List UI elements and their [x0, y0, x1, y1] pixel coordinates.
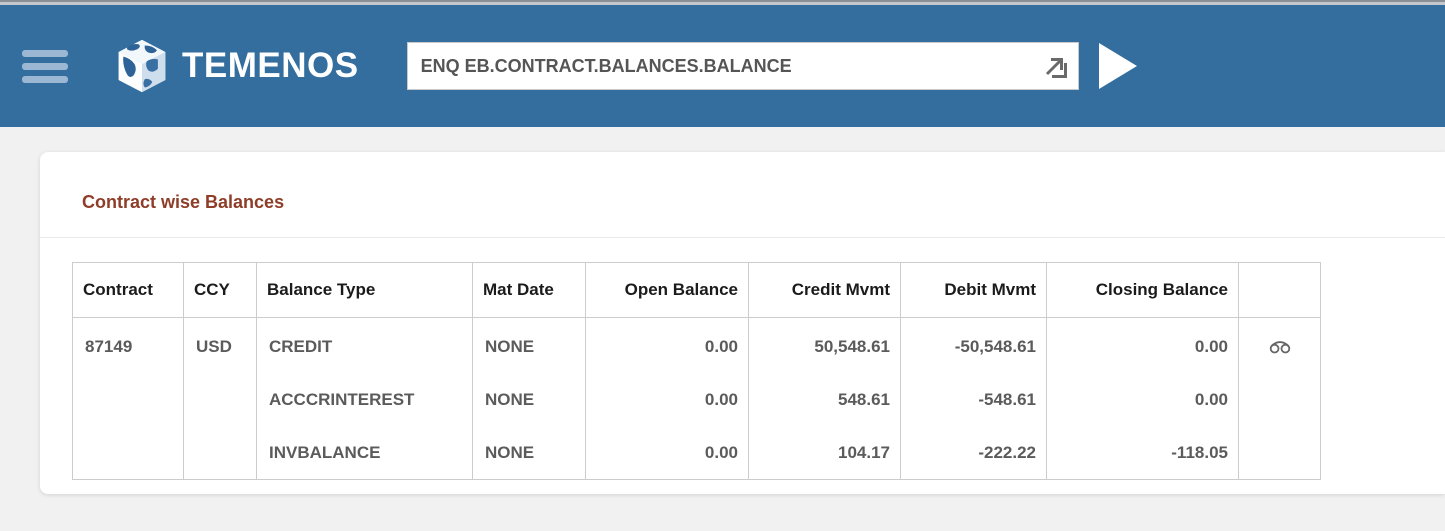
debit-mvmt-value: -50,548.61	[954, 336, 1036, 356]
col-header-mat-date: Mat Date	[472, 262, 586, 318]
cell-credit-mvmt: 50,548.61 548.61 104.17	[748, 317, 901, 480]
panel-title: Contract wise Balances	[82, 192, 285, 212]
hamburger-icon	[22, 75, 68, 83]
popout-arrow-icon[interactable]	[1040, 51, 1070, 81]
col-header-balance-type: Balance Type	[256, 262, 473, 318]
closing-balance-value: 0.00	[1194, 389, 1228, 409]
col-header-debit-mvmt: Debit Mvmt	[900, 262, 1047, 318]
balance-type-value: CREDIT	[269, 336, 333, 356]
open-balance-value: 0.00	[704, 442, 738, 462]
mat-date-value: NONE	[485, 336, 535, 356]
app-header: TEMENOS	[0, 5, 1445, 127]
col-header-credit-mvmt: Credit Mvmt	[748, 262, 901, 318]
col-header-actions	[1238, 262, 1321, 318]
balance-type-value: INVBALANCE	[269, 442, 381, 462]
browser-chrome-strip	[0, 0, 1445, 5]
cell-closing-balance: 0.00 0.00 -118.05	[1046, 317, 1239, 480]
cell-actions	[1238, 317, 1321, 480]
table-header-row: Contract CCY Balance Type Mat Date Open …	[72, 262, 1321, 318]
run-command-button[interactable]	[1097, 42, 1139, 90]
cell-debit-mvmt: -50,548.61 -548.61 -222.22	[900, 317, 1047, 480]
closing-balance-value: -118.05	[1171, 442, 1228, 462]
contract-value: 87149	[85, 336, 133, 356]
command-bar	[406, 42, 1079, 90]
col-header-ccy: CCY	[183, 262, 257, 318]
cell-mat-date: NONE NONE NONE	[472, 317, 586, 480]
menu-button[interactable]	[22, 49, 68, 83]
balances-panel: Contract wise Balances Contract CCY Bala…	[40, 152, 1445, 494]
table-body-row: 87149 USD CREDIT ACCCRINTEREST INVBALANC…	[72, 317, 1321, 480]
command-input[interactable]	[407, 43, 1078, 89]
cell-contract: 87149	[72, 317, 184, 480]
play-triangle-icon	[1098, 43, 1137, 89]
hamburger-icon	[22, 49, 68, 57]
temenos-globe-cube-icon	[118, 39, 166, 93]
cell-balance-type: CREDIT ACCCRINTEREST INVBALANCE	[256, 317, 473, 480]
drilldown-button[interactable]	[1265, 336, 1295, 358]
credit-mvmt-value: 104.17	[838, 442, 890, 462]
closing-balance-value: 0.00	[1194, 336, 1228, 356]
cell-open-balance: 0.00 0.00 0.00	[585, 317, 749, 480]
open-balance-value: 0.00	[704, 336, 738, 356]
balances-table: Contract CCY Balance Type Mat Date Open …	[72, 262, 1321, 480]
open-balance-value: 0.00	[704, 389, 738, 409]
balance-type-value: ACCCRINTEREST	[269, 389, 415, 409]
panel-divider	[40, 237, 1445, 238]
col-header-open-balance: Open Balance	[585, 262, 749, 318]
binoculars-icon	[1269, 340, 1290, 353]
debit-mvmt-value: -222.22	[978, 442, 1036, 462]
cell-ccy: USD	[183, 317, 257, 480]
brand-wordmark: TEMENOS	[182, 46, 359, 85]
balances-table-wrap: Contract CCY Balance Type Mat Date Open …	[40, 238, 1445, 480]
debit-mvmt-value: -548.61	[978, 389, 1036, 409]
credit-mvmt-value: 548.61	[838, 389, 890, 409]
col-header-contract: Contract	[72, 262, 184, 318]
ccy-value: USD	[196, 336, 232, 356]
mat-date-value: NONE	[485, 442, 535, 462]
mat-date-value: NONE	[485, 389, 535, 409]
col-header-closing-balance: Closing Balance	[1046, 262, 1239, 318]
hamburger-icon	[22, 62, 68, 70]
credit-mvmt-value: 50,548.61	[814, 336, 890, 356]
main-content: Contract wise Balances Contract CCY Bala…	[0, 127, 1445, 514]
